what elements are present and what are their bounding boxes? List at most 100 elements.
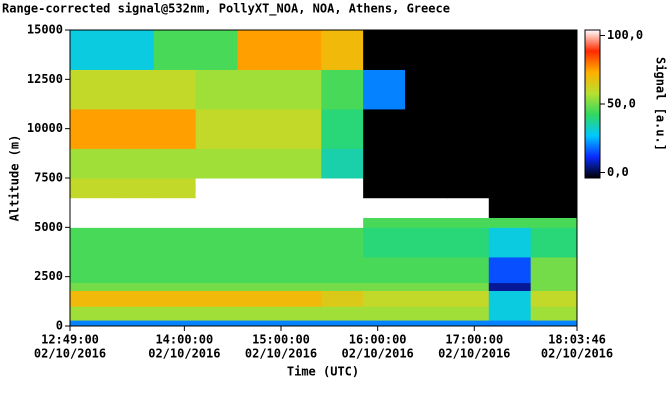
heatmap-cell <box>111 320 155 327</box>
heatmap-cell <box>279 282 322 291</box>
heatmap-cell <box>446 320 490 327</box>
heatmap-cell <box>446 306 490 321</box>
heatmap-cell <box>195 320 239 327</box>
heatmap-cell <box>446 282 490 291</box>
heatmap-cell <box>405 197 448 218</box>
x-tick-date: 02/10/2016 <box>342 347 414 361</box>
y-tick-label: 2500 <box>34 269 63 283</box>
heatmap-cell <box>111 148 155 179</box>
heatmap-cell <box>488 148 532 179</box>
heatmap-cell <box>237 306 280 321</box>
heatmap-cell <box>279 306 322 321</box>
y-tick-label: 10000 <box>27 121 63 135</box>
heatmap-cell <box>111 282 155 291</box>
heatmap-cell <box>446 290 490 307</box>
heatmap-cell <box>153 108 197 149</box>
heatmap-cell <box>530 217 578 228</box>
heatmap-cell <box>488 217 532 228</box>
heatmap-cell <box>405 290 448 307</box>
heatmap-cell <box>70 30 113 70</box>
heatmap-cell <box>446 69 490 110</box>
heatmap-cell <box>70 320 113 327</box>
heatmap-cell <box>237 108 280 149</box>
heatmap-cell <box>195 108 239 149</box>
heatmap-cell <box>321 290 364 307</box>
heatmap-cell <box>363 217 406 228</box>
heatmap-cell <box>488 197 532 218</box>
heatmap-cell <box>446 108 490 149</box>
heatmap-cell <box>279 217 322 228</box>
heatmap-cell <box>111 178 155 199</box>
heatmap-cell <box>405 178 448 199</box>
heatmap-cell <box>153 320 197 327</box>
heatmap-cell <box>237 290 280 307</box>
heatmap-cell <box>153 69 197 110</box>
heatmap-cell <box>153 282 197 291</box>
heatmap-cell <box>363 69 406 110</box>
heatmap-cell <box>153 306 197 321</box>
heatmap-cell <box>111 306 155 321</box>
heatmap-cell <box>237 69 280 110</box>
heatmap-cell <box>111 227 155 258</box>
heatmap-cell <box>279 256 322 284</box>
x-tick-label: 12:49:00 <box>41 333 99 347</box>
heatmap-cell <box>363 108 406 149</box>
heatmap-cell <box>405 69 448 110</box>
heatmap-cell <box>237 148 280 179</box>
heatmap-cell <box>530 148 578 179</box>
heatmap-cell <box>530 306 578 321</box>
heatmap-cell <box>70 197 113 218</box>
heatmap-cell <box>237 256 280 284</box>
heatmap-cell <box>446 197 490 218</box>
heatmap-cell <box>405 108 448 149</box>
x-tick-date: 02/10/2016 <box>148 347 220 361</box>
y-tick-label: 12500 <box>27 72 63 86</box>
heatmap-cell <box>111 217 155 228</box>
heatmap-cell <box>70 290 113 307</box>
x-tick-date: 02/10/2016 <box>245 347 317 361</box>
heatmap-cell <box>405 30 448 70</box>
heatmap-cell <box>530 30 578 70</box>
heatmap-cell <box>111 256 155 284</box>
heatmap-cell <box>530 290 578 307</box>
heatmap-cell <box>488 108 532 149</box>
heatmap-cell <box>237 282 280 291</box>
heatmap-cell <box>279 30 322 70</box>
y-tick-label: 7500 <box>34 171 63 185</box>
heatmap-cell <box>363 306 406 321</box>
heatmap-cell <box>321 148 364 179</box>
x-tick-label: 18:03:46 <box>548 333 606 347</box>
heatmap-cell <box>153 178 197 199</box>
heatmap-cell <box>488 306 532 321</box>
heatmap-cell <box>70 256 113 284</box>
heatmap-cell <box>195 69 239 110</box>
heatmap-cell <box>405 148 448 179</box>
heatmap-cell <box>321 108 364 149</box>
heatmap-cell <box>488 282 532 291</box>
heatmap-cell <box>111 69 155 110</box>
x-tick-date: 02/10/2016 <box>541 347 613 361</box>
x-tick-date: 02/10/2016 <box>438 347 510 361</box>
heatmap-cell <box>195 197 239 218</box>
x-tick-label: 14:00:00 <box>155 333 213 347</box>
heatmap-cell <box>237 217 280 228</box>
heatmap-cell <box>153 197 197 218</box>
heatmap-cell <box>446 227 490 258</box>
colorbar-tick-label: 0,0 <box>607 165 629 179</box>
y-axis-label: Altitude (m) <box>8 135 22 222</box>
heatmap-cell <box>195 256 239 284</box>
heatmap-cell <box>405 306 448 321</box>
heatmap-cell <box>488 256 532 284</box>
y-tick-label: 15000 <box>27 23 63 37</box>
heatmap-cell <box>70 108 113 149</box>
heatmap-cell <box>530 197 578 218</box>
heatmap-cell <box>70 178 113 199</box>
heatmap-cell <box>153 30 197 70</box>
x-tick-date: 02/10/2016 <box>34 347 106 361</box>
heatmap-cell <box>195 306 239 321</box>
heatmap-cell <box>279 148 322 179</box>
heatmap-cell <box>195 290 239 307</box>
heatmap-cell <box>279 227 322 258</box>
heatmap-cell <box>195 30 239 70</box>
